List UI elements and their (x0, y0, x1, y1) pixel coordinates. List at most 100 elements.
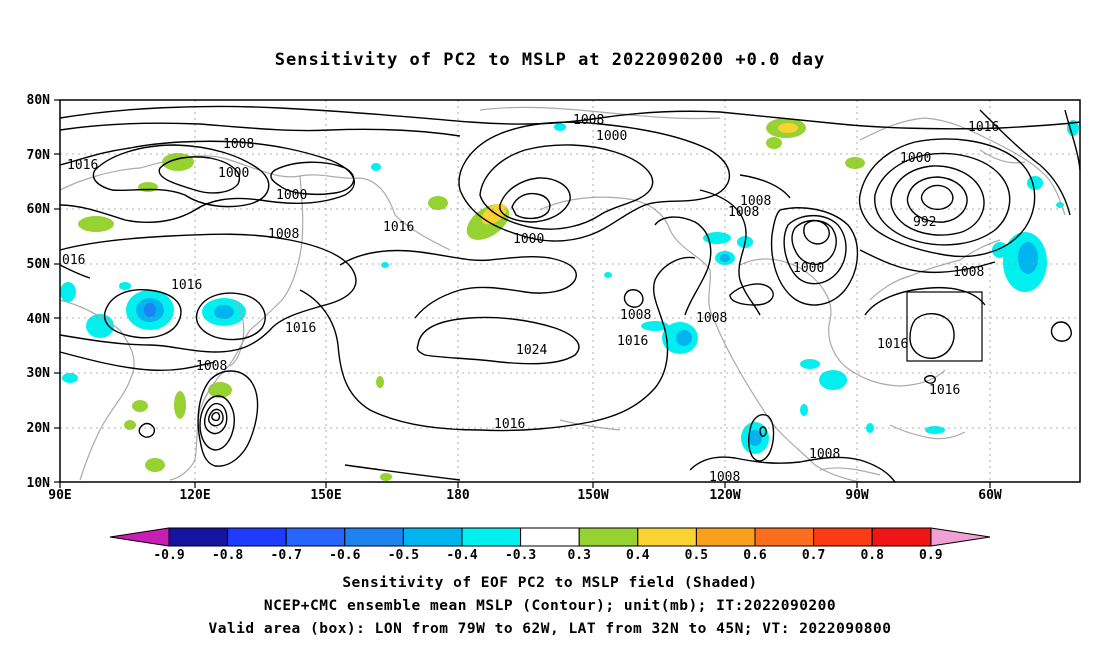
colorbar-box (637, 527, 697, 547)
colorbar-label: 0.3 (567, 548, 590, 563)
colorbar-box (402, 527, 463, 547)
colorbar: -0.9 -0.8 -0.7 -0.6 -0.5 -0.4 -0.3 0.3 0.4 0.5 0.6… (109, 527, 991, 563)
shade-positive (132, 400, 148, 412)
shade-negative (748, 430, 762, 446)
contour-label: 1016 (67, 158, 98, 173)
contour-label: 1000 (793, 261, 824, 276)
chart-title: Sensitivity of PC2 to MSLP at 2022090200… (274, 50, 826, 70)
shade-positive (428, 196, 448, 210)
colorbar-box (871, 527, 932, 547)
colorbar-boxes (168, 527, 932, 547)
lon-label: 120E (179, 488, 210, 503)
shade-negative (819, 370, 847, 390)
caption-shaded: Sensitivity of EOF PC2 to MSLP field (Sh… (342, 575, 758, 591)
shade-positive (145, 458, 165, 472)
contour-label: 1008 (620, 308, 651, 323)
valid-area-box (906, 291, 983, 362)
shade-negative (144, 303, 156, 317)
shade-negative (925, 426, 945, 434)
colorbar-label: 0.8 (860, 548, 884, 563)
shade-positive (845, 157, 865, 169)
contour-label: 1000 (276, 188, 307, 203)
contour-label: 1016 (968, 120, 999, 135)
colorbar-box (520, 527, 580, 547)
contour-labels: 1008 1000 1016 1008 1000 1016 1000 1008 … (62, 113, 999, 485)
shade-negative (119, 282, 131, 290)
shade-negative (554, 123, 566, 131)
shade-negative (604, 272, 612, 278)
shade-negative (86, 314, 114, 338)
contour-label: 1016 (171, 278, 202, 293)
colorbar-box (695, 527, 756, 547)
lon-label: 150W (577, 488, 608, 503)
contour-label: 992 (913, 215, 936, 230)
mslp-contours (59, 105, 1081, 483)
contour-label: 1008 (196, 359, 227, 374)
shade-positive (778, 123, 798, 133)
colorbar-box (285, 527, 346, 547)
contour-label: 1000 (513, 232, 544, 247)
colorbar-label: -0.7 (271, 548, 302, 563)
contour-label: 1008 (573, 113, 604, 128)
caption-valid-area: Valid area (box): LON from 79W to 62W, L… (208, 621, 892, 637)
colorbar-label: 0.6 (743, 548, 767, 563)
contour-label: 1016 (494, 417, 525, 432)
lat-label: 60N (27, 202, 51, 217)
lat-label: 40N (27, 312, 51, 327)
colorbar-label: 0.7 (802, 548, 825, 563)
shade-positive (124, 420, 136, 430)
lon-label: 120W (709, 488, 740, 503)
shade-negative (62, 373, 78, 383)
shade-negative (641, 321, 669, 331)
contour-label: 1008 (709, 470, 740, 485)
caption-contour: NCEP+CMC ensemble mean MSLP (Contour); u… (263, 598, 837, 614)
lon-label: 90E (48, 488, 71, 503)
shade-positive (162, 153, 194, 171)
lat-label: 70N (27, 148, 51, 163)
colorbar-label: -0.8 (212, 548, 243, 563)
shade-positive (208, 382, 232, 398)
map-frame (59, 99, 1081, 483)
shade-negative (1027, 176, 1043, 190)
colorbar-box (578, 527, 639, 547)
shade-positive (138, 182, 158, 192)
shade-positive (78, 216, 114, 232)
contour-label: 1008 (740, 194, 771, 209)
colorbar-box (461, 527, 522, 547)
colorbar-label: 0.4 (626, 548, 650, 563)
colorbar-box (754, 527, 815, 547)
colorbar-end-left (109, 527, 170, 547)
shade-negative (214, 305, 234, 319)
axis-ticks (54, 99, 991, 488)
lat-lon-grid (60, 100, 1080, 482)
lat-label: 30N (27, 366, 51, 381)
contour-label: 1008 (728, 205, 759, 220)
lat-label: 80N (27, 93, 51, 108)
shade-negative (1067, 120, 1079, 136)
contour-label: 1008 (809, 447, 840, 462)
shade-negative (676, 330, 692, 346)
lat-label: 50N (27, 257, 51, 272)
shade-positive (766, 137, 782, 149)
lon-label: 90W (845, 488, 869, 503)
shade-negative (60, 282, 76, 302)
colorbar-label: -0.3 (505, 548, 536, 563)
colorbar-label: 0.9 (919, 548, 942, 563)
shade-negative (992, 242, 1008, 258)
lon-label: 60W (978, 488, 1002, 503)
contour-label: 1016 (617, 334, 648, 349)
contour-label: 1008 (268, 227, 299, 242)
colorbar-end-right (930, 527, 991, 547)
contour-label: 1000 (900, 151, 931, 166)
contour-label: 1008 (696, 311, 727, 326)
contour-label: 1016 (285, 321, 316, 336)
coastlines (59, 106, 1066, 483)
contour-label: 1000 (218, 166, 249, 181)
colorbar-label: 0.5 (685, 548, 708, 563)
contour-label: 1016 (929, 383, 960, 398)
contour-label: 1008 (223, 137, 254, 152)
contour-label: 1008 (953, 265, 984, 280)
colorbar-label: -0.5 (388, 548, 419, 563)
colorbar-label: -0.6 (329, 548, 360, 563)
